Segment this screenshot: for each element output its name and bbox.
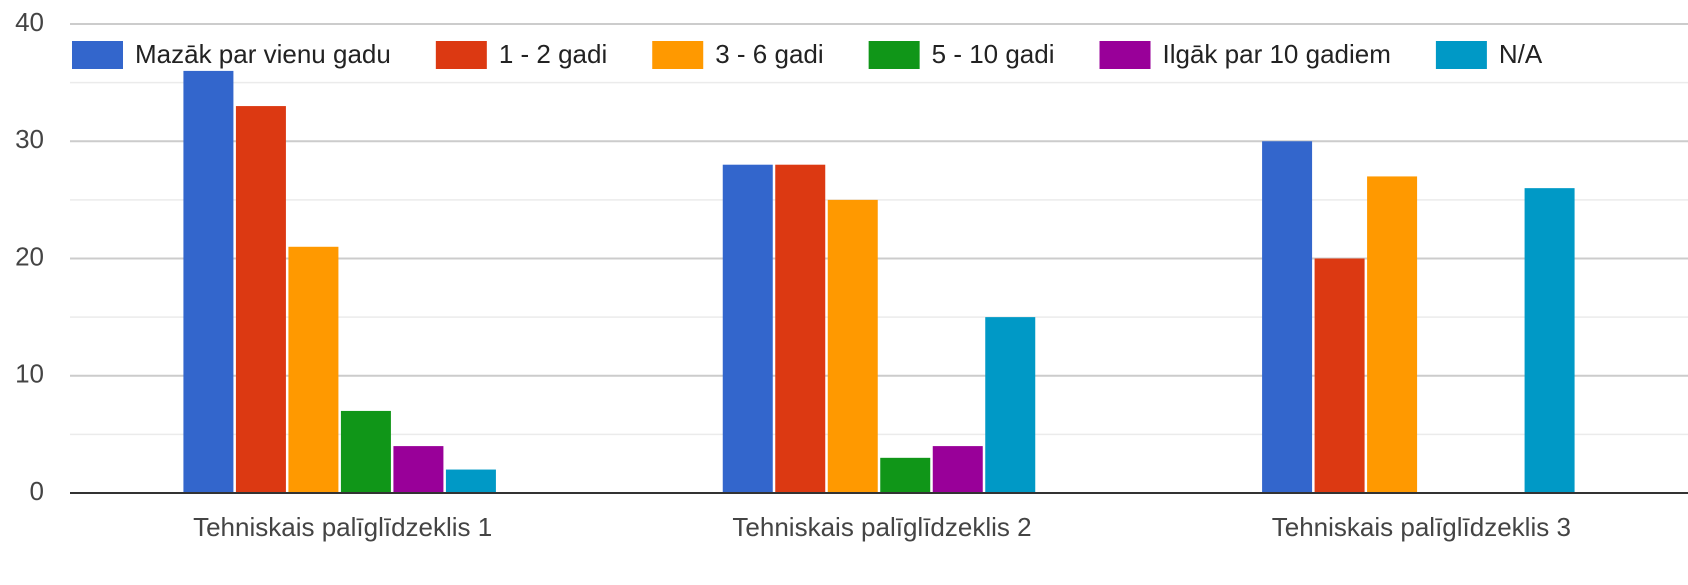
bar (775, 164, 826, 493)
bar (183, 70, 234, 494)
x-tick-label: Tehniskais palīglīdzeklis 2 (732, 512, 1031, 542)
x-tick-label: Tehniskais palīglīdzeklis 3 (1272, 512, 1571, 542)
legend-label: 5 - 10 gadi (932, 39, 1055, 69)
legend-label: Mazāk par vienu gadu (135, 39, 391, 69)
legend-label: 1 - 2 gadi (499, 39, 607, 69)
bar (288, 246, 339, 493)
y-tick-label: 0 (30, 476, 44, 506)
x-tick-label: Tehniskais palīglīdzeklis 1 (193, 512, 492, 542)
bar (1314, 258, 1365, 493)
bar (445, 469, 496, 493)
bar (985, 317, 1036, 493)
legend-swatch (868, 41, 920, 69)
bar (1367, 176, 1418, 494)
y-tick-label: 30 (15, 124, 44, 154)
bar (722, 164, 773, 493)
legend-swatch (72, 41, 123, 69)
bar (932, 446, 983, 493)
bar (1524, 188, 1575, 493)
legend-swatch (435, 41, 487, 69)
y-tick-label: 10 (15, 359, 44, 389)
legend-label: Ilgāk par 10 gadiem (1163, 39, 1391, 69)
bar (235, 106, 286, 493)
legend-swatch (1099, 41, 1151, 69)
bar (340, 410, 391, 493)
bar (827, 199, 878, 493)
legend-swatch (652, 41, 704, 69)
legend-label: N/A (1499, 39, 1543, 69)
bar (393, 446, 444, 493)
legend-label: 3 - 6 gadi (715, 39, 823, 69)
legend-swatch (1435, 41, 1487, 69)
bar (1262, 141, 1313, 493)
bar (880, 457, 931, 493)
y-tick-label: 40 (15, 7, 44, 37)
y-tick-label: 20 (15, 241, 44, 271)
